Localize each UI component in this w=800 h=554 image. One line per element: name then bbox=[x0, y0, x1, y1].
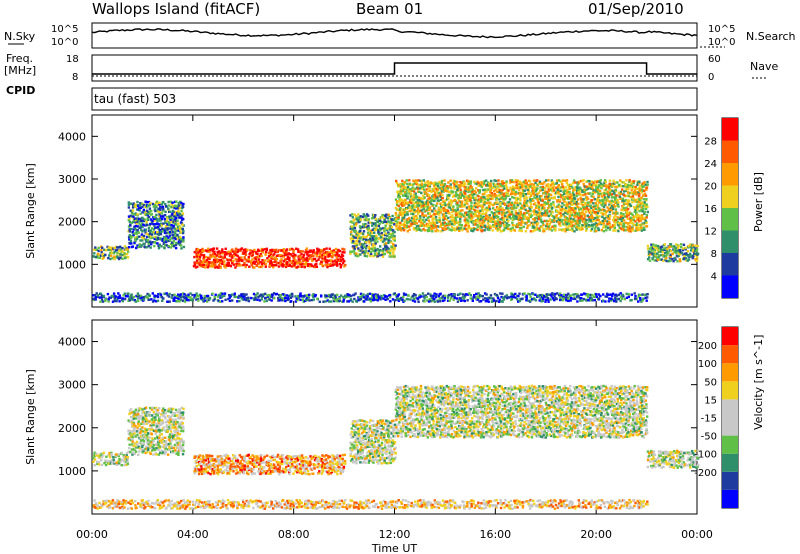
power-echo-region-3 bbox=[349, 213, 397, 259]
velocity-xtick-label-3: 12:00 bbox=[379, 528, 411, 541]
power-colorbar-title: Power [dB] bbox=[752, 172, 765, 232]
cpid-label: CPID bbox=[6, 84, 36, 97]
nsearch-label: N.Search bbox=[746, 30, 796, 43]
power-echo-region-2 bbox=[192, 247, 347, 269]
velocity-colorbar-title: Velocity [m s^-1] bbox=[752, 334, 765, 430]
power-colorbar-swatch-0 bbox=[722, 275, 738, 298]
velocity-colorbar-swatch-7 bbox=[722, 363, 738, 382]
power-ytick-label-0: 1000 bbox=[58, 258, 86, 271]
freq-tick-bottom: 8 bbox=[72, 72, 79, 83]
velocity-ytick-label-1: 2000 bbox=[58, 422, 86, 435]
power-colorbar-tick-4: 20 bbox=[704, 182, 717, 193]
freq-tick-top: 18 bbox=[66, 54, 79, 65]
power-ytick-label-2: 3000 bbox=[58, 173, 86, 186]
nsearch-tick-bottom: 10^0 bbox=[708, 37, 736, 48]
power-colorbar-swatch-2 bbox=[722, 230, 738, 253]
velocity-xlabel: Time UT bbox=[371, 542, 417, 554]
velocity-ytick-label-2: 3000 bbox=[58, 379, 86, 392]
velocity-xtick-label-0: 00:00 bbox=[76, 528, 108, 541]
freq-panel-frame bbox=[91, 54, 698, 82]
power-colorbar-tick-1: 8 bbox=[711, 249, 717, 260]
nsky-series-line bbox=[91, 28, 698, 39]
power-colorbar-swatch-5 bbox=[722, 163, 738, 186]
velocity-echo-region-2 bbox=[193, 453, 347, 476]
beam-label: Beam 01 bbox=[356, 0, 424, 18]
velocity-xtick-label-2: 08:00 bbox=[278, 528, 310, 541]
velocity-echo-region-3 bbox=[349, 419, 397, 465]
velocity-echo-region-5 bbox=[646, 449, 700, 469]
nave-tick-top: 60 bbox=[708, 54, 721, 65]
velocity-colorbar-swatch-5 bbox=[722, 399, 738, 418]
velocity-echo-region-1 bbox=[127, 406, 185, 456]
velocity-xtick-label-6: 00:00 bbox=[681, 528, 713, 541]
freq-label: Freq. bbox=[6, 52, 34, 65]
velocity-colorbar-tick-3: 15 bbox=[704, 395, 717, 406]
velocity-ylabel: Slant Range [km] bbox=[24, 369, 37, 465]
velocity-echo-region-4 bbox=[394, 384, 649, 439]
nave-label: Nave bbox=[750, 60, 779, 73]
nsky-label: N.Sky bbox=[4, 30, 36, 43]
cpid-panel-frame bbox=[91, 87, 698, 111]
power-colorbar-tick-3: 16 bbox=[704, 204, 717, 215]
power-colorbar-tick-6: 28 bbox=[704, 137, 717, 148]
velocity-colorbar-tick-0: 200 bbox=[698, 341, 717, 352]
velocity-colorbar-tick-4: -15 bbox=[701, 414, 717, 425]
power-colorbar-swatch-6 bbox=[722, 140, 738, 163]
power-ylabel: Slant Range [km] bbox=[24, 163, 37, 259]
velocity-ytick-label-3: 4000 bbox=[58, 336, 86, 349]
nsky-tick-top: 10^5 bbox=[51, 24, 79, 35]
velocity-echo-region-6 bbox=[92, 498, 649, 510]
power-colorbar-tick-2: 12 bbox=[704, 227, 717, 238]
power-ytick-label-1: 2000 bbox=[58, 216, 86, 229]
power-colorbar-swatch-3 bbox=[722, 208, 738, 231]
power-echo-region-6 bbox=[92, 292, 649, 303]
power-colorbar-swatch-4 bbox=[722, 185, 738, 208]
power-echo-region-1 bbox=[127, 200, 186, 250]
freq-unit-label: [MHz] bbox=[4, 64, 37, 77]
power-colorbar-tick-0: 4 bbox=[711, 272, 717, 283]
velocity-colorbar-swatch-2 bbox=[722, 453, 738, 472]
velocity-xtick-label-1: 04:00 bbox=[177, 528, 209, 541]
power-echo-region-4 bbox=[394, 179, 649, 233]
power-colorbar-swatch-7 bbox=[722, 118, 738, 141]
velocity-echo-region-0 bbox=[92, 451, 130, 467]
power-echo-region-5 bbox=[646, 243, 700, 263]
velocity-colorbar-swatch-6 bbox=[722, 381, 738, 400]
nave-tick-bottom: 0 bbox=[708, 72, 715, 83]
velocity-colorbar-swatch-8 bbox=[722, 345, 738, 364]
velocity-colorbar-swatch-4 bbox=[722, 417, 738, 436]
power-ytick-label-3: 4000 bbox=[58, 130, 86, 143]
velocity-colorbar-tick-1: 100 bbox=[698, 359, 717, 370]
velocity-colorbar-swatch-9 bbox=[722, 327, 738, 346]
velocity-colorbar-swatch-1 bbox=[722, 471, 738, 490]
nsky-panel-frame bbox=[91, 22, 698, 49]
velocity-colorbar-tick-2: 50 bbox=[704, 377, 717, 388]
date-label: 01/Sep/2010 bbox=[588, 0, 684, 18]
velocity-ytick-label-0: 1000 bbox=[58, 465, 86, 478]
velocity-colorbar-tick-6: -100 bbox=[694, 450, 717, 461]
plot-title: Wallops Island (fitACF) bbox=[92, 0, 261, 18]
velocity-xtick-label-5: 20:00 bbox=[580, 528, 612, 541]
nsky-tick-bottom: 10^0 bbox=[51, 37, 79, 48]
velocity-colorbar-tick-5: -50 bbox=[701, 432, 717, 443]
power-colorbar-tick-5: 24 bbox=[704, 159, 717, 170]
freq-series-line bbox=[92, 62, 697, 75]
velocity-xtick-label-4: 16:00 bbox=[479, 528, 511, 541]
velocity-colorbar-swatch-0 bbox=[722, 489, 738, 508]
nsearch-tick-top: 10^5 bbox=[708, 24, 736, 35]
cpid-value: tau (fast) 503 bbox=[94, 92, 177, 106]
velocity-colorbar-tick-7: -200 bbox=[694, 468, 717, 479]
power-echo-region-0 bbox=[92, 245, 130, 261]
velocity-colorbar-swatch-3 bbox=[722, 435, 738, 454]
power-colorbar-swatch-1 bbox=[722, 253, 738, 276]
